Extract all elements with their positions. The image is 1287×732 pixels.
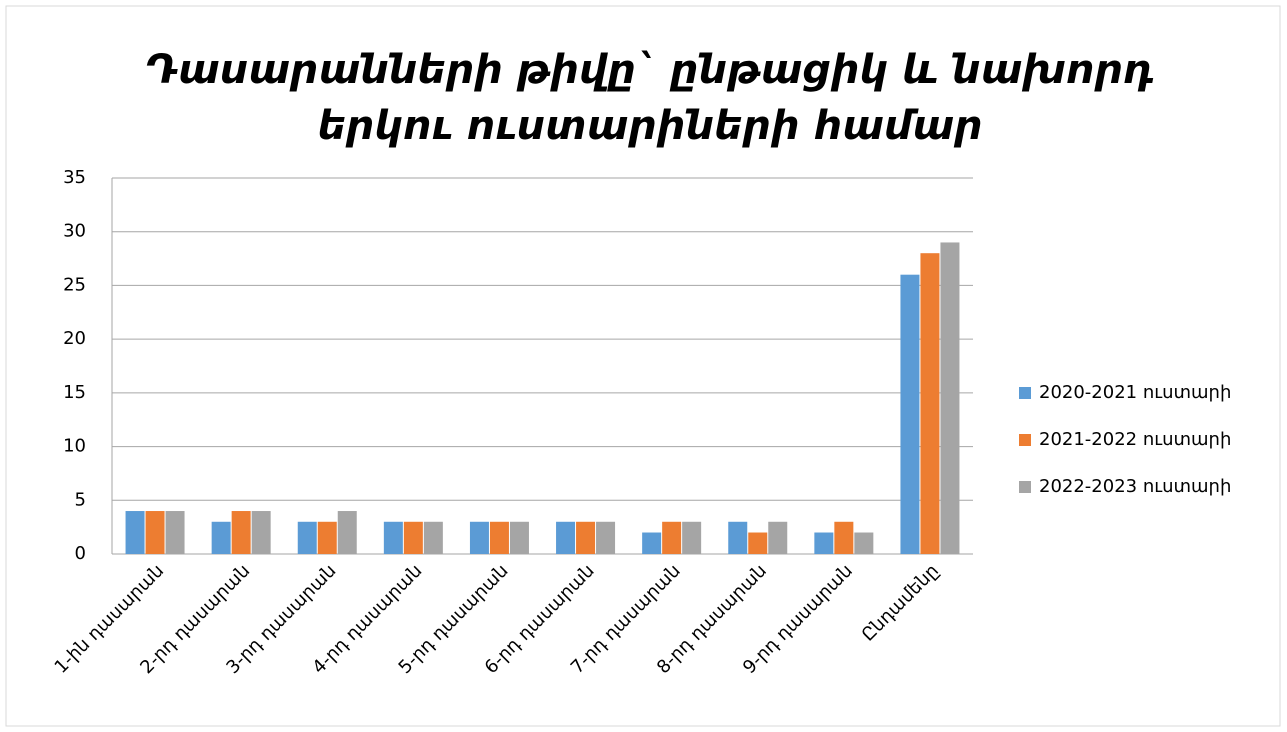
bar [423, 521, 443, 554]
bar [748, 532, 768, 554]
bar [337, 511, 357, 554]
y-tick-label: 25 [63, 274, 86, 295]
bar [768, 521, 788, 554]
bar [682, 521, 702, 554]
y-tick-label: 0 [75, 543, 86, 564]
bar [165, 511, 185, 554]
y-tick-label: 5 [75, 489, 86, 510]
bar [854, 532, 874, 554]
bar [509, 521, 529, 554]
bar [489, 521, 509, 554]
legend-label: 2020-2021 ուստարի [1039, 382, 1231, 403]
y-tick-label: 35 [63, 167, 86, 188]
y-tick-label: 30 [63, 221, 86, 242]
bar [145, 511, 165, 554]
y-tick-label: 15 [63, 382, 86, 403]
bar [728, 521, 748, 554]
bar [596, 521, 616, 554]
bar [642, 532, 662, 554]
bar [125, 511, 145, 554]
bar [940, 242, 960, 554]
bar [576, 521, 596, 554]
bar [403, 521, 423, 554]
bar [556, 521, 576, 554]
bar [211, 521, 231, 554]
y-tick-label: 20 [63, 328, 86, 349]
legend-label: 2022-2023 ուստարի [1039, 476, 1231, 497]
bar [297, 521, 317, 554]
bar [814, 532, 834, 554]
legend-swatch [1019, 434, 1031, 446]
bar [920, 253, 940, 554]
chart-border [5, 5, 1281, 727]
bar [834, 521, 854, 554]
chart-title: երկու ուստարիների համար [317, 103, 982, 149]
bar [231, 511, 251, 554]
y-tick-label: 10 [63, 436, 86, 457]
legend-label: 2021-2022 ուստարի [1039, 429, 1231, 450]
bar [469, 521, 489, 554]
legend-swatch [1019, 481, 1031, 493]
bar [317, 521, 337, 554]
legend-swatch [1019, 387, 1031, 399]
bar [900, 274, 920, 554]
bar [251, 511, 271, 554]
bar [383, 521, 403, 554]
bar [662, 521, 682, 554]
chart-title: Դասարանների թիվը` ընթացիկ և նախորդ [145, 47, 1154, 93]
